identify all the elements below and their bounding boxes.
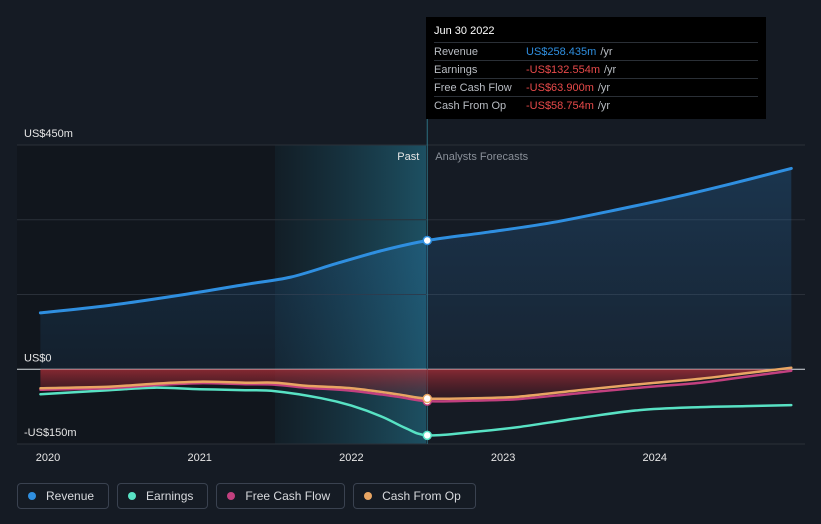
tooltip: Jun 30 2022 Revenue US$258.435m /yr Earn… [426, 17, 766, 119]
legend-label: Free Cash Flow [245, 489, 331, 503]
legend-item-earnings[interactable]: Earnings [117, 483, 209, 509]
x-tick-label: 2020 [36, 452, 60, 464]
tooltip-value: US$258.435m [526, 45, 597, 58]
marker-cash-from-op [422, 393, 432, 404]
marker-earnings [422, 430, 432, 441]
tooltip-label: Cash From Op [434, 99, 507, 112]
tooltip-value: -US$58.754m [526, 99, 594, 112]
legend-label: Cash From Op [382, 489, 461, 503]
tooltip-unit: /yr [604, 63, 617, 76]
legend: Revenue Earnings Free Cash Flow Cash Fro… [17, 483, 476, 509]
tooltip-row-earnings: Earnings -US$132.554m /yr [434, 60, 758, 78]
tooltip-date: Jun 30 2022 [434, 25, 495, 37]
tooltip-value: -US$132.554m [526, 63, 600, 76]
y-tick-label: -US$150m [24, 427, 77, 439]
legend-item-revenue[interactable]: Revenue [17, 483, 110, 509]
x-tick-label: 2021 [187, 452, 211, 464]
legend-label: Earnings [146, 489, 194, 503]
tooltip-label: Revenue [434, 45, 479, 58]
marker-revenue [422, 235, 432, 246]
series-line-earnings [39, 386, 793, 437]
x-tick-label: 2024 [643, 452, 667, 464]
x-tick-label: 2023 [491, 452, 515, 464]
tooltip-unit: /yr [597, 81, 611, 94]
y-tick-label: US$450m [24, 128, 73, 140]
past-label: Past [397, 151, 419, 163]
tooltip-unit: /yr [600, 45, 613, 58]
series-line-free-cash-flow [39, 369, 793, 403]
legend-dot-icon [28, 492, 36, 500]
legend-item-free-cash-flow[interactable]: Free Cash Flow [216, 483, 346, 509]
y-tick-label: US$0 [24, 352, 52, 364]
legend-dot-icon [227, 492, 236, 500]
tooltip-row-cash-from-op: Cash From Op -US$58.754m /yr [434, 96, 758, 114]
revenue-area [40, 168, 792, 370]
tooltip-value: -US$63.900m [526, 81, 594, 94]
legend-item-cash-from-op[interactable]: Cash From Op [353, 483, 476, 509]
forecast-label: Analysts Forecasts [435, 151, 528, 163]
series-line-cash-from-op [39, 366, 793, 401]
legend-label: Revenue [46, 489, 95, 503]
x-tick-label: 2022 [339, 452, 363, 464]
negative-area [40, 367, 792, 399]
tooltip-label: Free Cash Flow [434, 81, 512, 94]
tooltip-unit: /yr [597, 99, 611, 112]
tooltip-label: Earnings [434, 63, 478, 76]
tooltip-row-free-cash-flow: Free Cash Flow -US$63.900m /yr [434, 78, 758, 96]
legend-dot-icon [128, 492, 137, 500]
series-line-revenue [38, 166, 793, 315]
tooltip-row-revenue: Revenue US$258.435m /yr [434, 42, 758, 60]
legend-dot-icon [364, 492, 373, 500]
